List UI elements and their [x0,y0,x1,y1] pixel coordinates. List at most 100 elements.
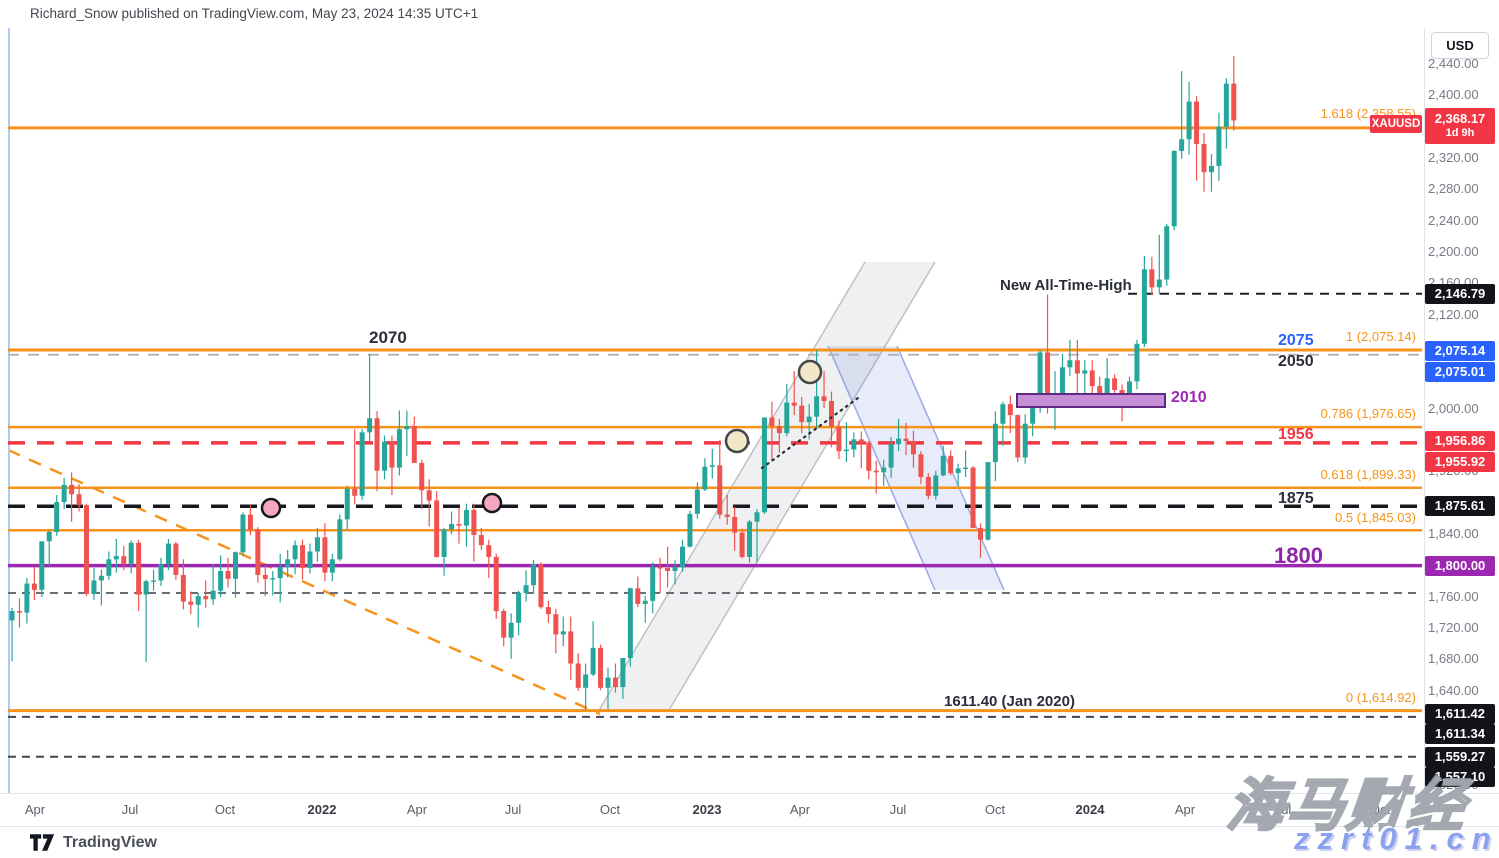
candle-body [761,417,767,513]
trendlines[interactable] [7,28,601,793]
descending-trendline[interactable] [7,448,601,716]
candle-body [1231,83,1237,121]
candle-body [501,611,507,638]
watermark-url: zzrt01.cn [1294,821,1499,856]
candle-body [985,462,991,540]
candle-body [657,567,663,569]
highlight-boxes[interactable] [1016,393,1166,408]
zone-2010[interactable] [1016,393,1166,408]
candle-body [188,601,194,605]
candle-body [113,556,119,560]
candle-body [590,647,596,675]
candle-body [694,489,700,514]
candle-body [463,509,469,526]
tradingview-brand[interactable]: TradingView [30,833,157,852]
candle-body [1007,404,1013,416]
marker-circle[interactable] [724,428,750,454]
time-axis[interactable]: Apr Jul Oct 2022 Apr Jul Oct 2023 Apr Jul Oct 2024 A… [0,793,1499,827]
candle-body [724,514,730,517]
candle-body [791,402,797,406]
candle-body [1045,352,1051,406]
horizontal-levels[interactable] [8,126,1422,758]
candle-body [933,475,939,496]
candle-body [821,396,827,401]
candle-body [612,677,618,688]
price-tick: 1,640.00 [1428,683,1479,698]
candle-body [516,592,522,623]
candle-body [307,551,313,568]
candle-body [851,439,857,450]
candle-body [180,574,186,602]
candle-body [382,441,387,471]
price-tick: 2,320.00 [1428,150,1479,165]
price-badge: 1,557.10 [1425,767,1495,787]
candle-body [1208,165,1214,173]
candle-body [434,500,440,557]
candle-body [456,524,462,526]
tradingview-logo-icon [30,834,55,851]
candle-body [16,611,22,613]
price-badge: 1,955.92 [1425,452,1495,472]
candle-body [1127,381,1132,399]
candle-body [285,559,291,568]
dotted-measure-line [760,396,860,470]
candle-body [575,663,581,688]
marker-circle[interactable] [797,359,823,385]
descending-blue-channel[interactable] [828,346,1004,590]
candle-body [605,677,611,688]
candle-body [143,581,149,595]
candle-body [709,465,715,467]
bottom-bar: TradingView [0,826,1499,858]
candle-body [1089,370,1095,387]
candle-body [69,484,75,495]
candle-body [881,467,887,473]
price-badge: 1,956.86 [1425,431,1495,451]
price-badge: 2,075.14 [1425,341,1495,361]
time-tick: Oct [1369,802,1391,817]
candle-body [322,537,328,573]
candle-body [54,502,60,532]
candle-body [523,585,529,593]
marker-circle[interactable] [481,492,503,514]
marker-circles[interactable] [260,359,823,519]
candle-body [1223,83,1229,127]
candle-body [799,405,805,423]
price-tick: 2,240.00 [1428,213,1479,228]
candle-body [329,559,335,573]
candle-body [471,509,477,536]
candle-body [1186,101,1192,140]
candle-body [300,545,306,568]
currency-toggle-button[interactable]: USD [1431,32,1489,59]
price-badge: 2,075.01 [1425,362,1495,382]
candle-body [873,470,879,473]
candle-body [247,514,253,530]
candle-body [344,488,350,520]
candle-body [39,541,45,590]
candle-body [1097,386,1103,395]
candle-body [672,567,678,572]
time-tick: Jul [504,802,522,817]
marker-circle[interactable] [260,497,282,519]
price-badge: 1,800.00 [1425,556,1495,576]
candle-body [1134,343,1140,382]
price-tick: 2,280.00 [1428,181,1479,196]
candle-body [121,556,127,564]
candle-body [769,417,775,427]
time-tick: Apr [406,802,428,817]
candle-body [1037,352,1043,408]
candle-body [233,552,238,579]
price-axis[interactable]: USD 2,440.00 2,400.00 2,320.00 2,280.00 2,24… [1424,28,1499,793]
candle-body [24,583,30,613]
candle-body [1194,101,1200,144]
candle-body [158,564,164,581]
candle-body [687,513,693,547]
candle-body [337,519,343,560]
time-tick: Oct [214,802,236,817]
candle-body [836,426,842,452]
candles [9,56,1237,711]
candle-body [136,542,142,595]
candle-body [784,402,790,434]
header: Richard_Snow published on TradingView.co… [0,0,1499,28]
candle-body [963,467,969,470]
